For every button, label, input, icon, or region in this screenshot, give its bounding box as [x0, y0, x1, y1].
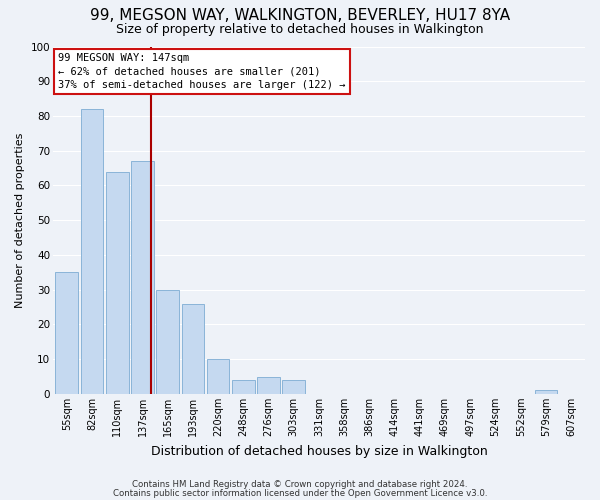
Bar: [257, 376, 280, 394]
Bar: [182, 304, 204, 394]
Y-axis label: Number of detached properties: Number of detached properties: [15, 132, 25, 308]
Bar: [80, 109, 103, 394]
Bar: [535, 390, 557, 394]
Text: 99, MEGSON WAY, WALKINGTON, BEVERLEY, HU17 8YA: 99, MEGSON WAY, WALKINGTON, BEVERLEY, HU…: [90, 8, 510, 22]
Text: Contains public sector information licensed under the Open Government Licence v3: Contains public sector information licen…: [113, 489, 487, 498]
Text: Size of property relative to detached houses in Walkington: Size of property relative to detached ho…: [116, 22, 484, 36]
Bar: [283, 380, 305, 394]
Bar: [106, 172, 128, 394]
Bar: [232, 380, 254, 394]
Bar: [157, 290, 179, 394]
Bar: [207, 359, 229, 394]
Bar: [55, 272, 78, 394]
Text: Contains HM Land Registry data © Crown copyright and database right 2024.: Contains HM Land Registry data © Crown c…: [132, 480, 468, 489]
X-axis label: Distribution of detached houses by size in Walkington: Distribution of detached houses by size …: [151, 444, 487, 458]
Bar: [131, 161, 154, 394]
Text: 99 MEGSON WAY: 147sqm
← 62% of detached houses are smaller (201)
37% of semi-det: 99 MEGSON WAY: 147sqm ← 62% of detached …: [58, 54, 346, 90]
